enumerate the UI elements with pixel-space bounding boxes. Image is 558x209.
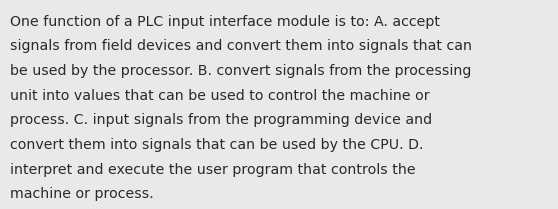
Text: process. C. input signals from the programming device and: process. C. input signals from the progr… — [10, 113, 432, 127]
Text: interpret and execute the user program that controls the: interpret and execute the user program t… — [10, 163, 416, 177]
Text: be used by the processor. B. convert signals from the processing: be used by the processor. B. convert sig… — [10, 64, 472, 78]
Text: convert them into signals that can be used by the CPU. D.: convert them into signals that can be us… — [10, 138, 424, 152]
Text: signals from field devices and convert them into signals that can: signals from field devices and convert t… — [10, 39, 472, 53]
Text: unit into values that can be used to control the machine or: unit into values that can be used to con… — [10, 89, 430, 103]
Text: machine or process.: machine or process. — [10, 187, 154, 201]
Text: One function of a PLC input interface module is to: A. accept: One function of a PLC input interface mo… — [10, 15, 440, 29]
